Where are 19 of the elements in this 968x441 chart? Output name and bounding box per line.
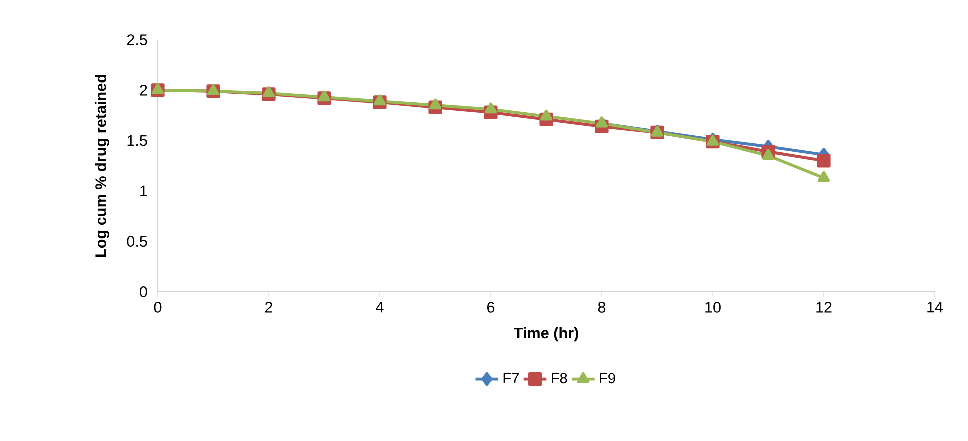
legend-label: F8 [552,373,568,384]
y-tick-label: 2.5 [127,34,148,46]
x-tick-label: 8 [598,302,606,313]
x-tick-label: 10 [706,302,721,313]
y-tick-label: 2 [140,85,148,96]
x-tick-label: 6 [488,302,495,313]
legend-label: F9 [600,373,616,384]
x-axis-title: Time (hr) [514,327,578,342]
x-tick-label: 12 [816,302,832,313]
y-tick-label: 0.5 [127,236,148,248]
y-tick-label: 1.5 [128,135,148,146]
x-tick-label: 4 [376,302,384,313]
y-axis-title: Log cum % drug retained [95,75,110,257]
x-tick-label: 14 [928,302,944,313]
x-tick-label: 0 [154,302,162,313]
legend-label: F7 [504,373,520,384]
y-tick-label: 1 [140,186,148,196]
x-tick-label: 2 [266,302,272,313]
y-tick-label: 0 [140,286,148,298]
